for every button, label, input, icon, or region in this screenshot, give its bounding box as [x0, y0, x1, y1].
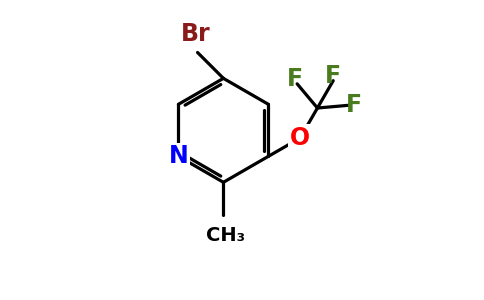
Text: Br: Br	[181, 22, 211, 46]
Text: N: N	[168, 144, 188, 168]
Text: CH₃: CH₃	[206, 226, 245, 245]
Text: O: O	[290, 126, 310, 150]
Text: F: F	[287, 67, 303, 91]
Text: F: F	[325, 64, 341, 88]
Text: F: F	[346, 93, 362, 117]
